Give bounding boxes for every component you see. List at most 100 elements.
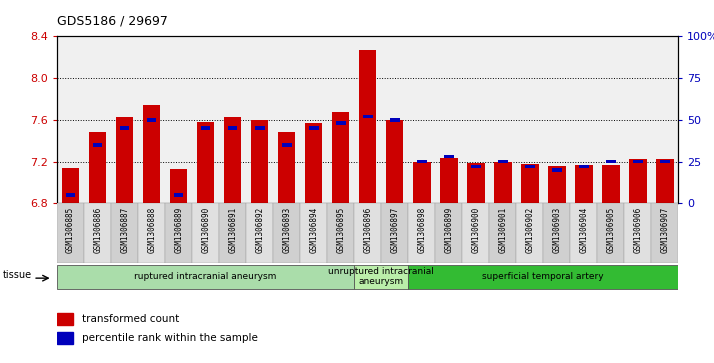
Bar xyxy=(598,203,624,263)
Bar xyxy=(444,155,453,158)
Text: unruptured intracranial
aneurysm: unruptured intracranial aneurysm xyxy=(328,266,434,286)
Text: GSM1306898: GSM1306898 xyxy=(417,206,426,253)
Bar xyxy=(197,122,214,203)
Bar xyxy=(282,143,291,147)
Bar xyxy=(521,164,538,203)
Bar xyxy=(651,203,678,263)
Text: GSM1306890: GSM1306890 xyxy=(201,206,210,253)
Bar xyxy=(498,160,508,163)
Bar xyxy=(633,160,643,163)
Bar xyxy=(548,166,565,203)
Text: GSM1306901: GSM1306901 xyxy=(498,206,507,253)
Bar xyxy=(305,123,323,203)
Bar xyxy=(143,105,161,203)
Bar xyxy=(57,313,73,325)
Bar xyxy=(381,203,408,263)
Bar xyxy=(656,159,673,203)
Bar xyxy=(89,132,106,203)
Text: superficial temporal artery: superficial temporal artery xyxy=(483,272,604,281)
Bar xyxy=(525,165,535,168)
Bar xyxy=(408,265,678,289)
Bar xyxy=(84,203,111,263)
Bar xyxy=(174,193,183,197)
Bar xyxy=(575,165,593,203)
Bar xyxy=(219,203,246,263)
Bar xyxy=(516,203,543,263)
Bar xyxy=(192,203,219,263)
Text: GSM1306899: GSM1306899 xyxy=(444,206,453,253)
Text: GSM1306893: GSM1306893 xyxy=(282,206,291,253)
Bar xyxy=(462,203,489,263)
Bar xyxy=(273,203,300,263)
Bar xyxy=(116,117,134,203)
Bar xyxy=(62,168,79,203)
Bar xyxy=(363,115,373,118)
Bar xyxy=(57,203,84,263)
Text: GSM1306895: GSM1306895 xyxy=(336,206,345,253)
Text: GSM1306886: GSM1306886 xyxy=(93,206,102,253)
Text: GSM1306896: GSM1306896 xyxy=(363,206,372,253)
Bar xyxy=(246,203,273,263)
Bar xyxy=(390,118,400,122)
Bar xyxy=(224,117,241,203)
Bar xyxy=(417,160,426,163)
Text: GSM1306892: GSM1306892 xyxy=(255,206,264,253)
Bar xyxy=(624,203,651,263)
Text: GSM1306889: GSM1306889 xyxy=(174,206,183,253)
Text: GSM1306905: GSM1306905 xyxy=(606,206,615,253)
Bar xyxy=(170,169,188,203)
Bar xyxy=(386,120,403,203)
Text: GSM1306887: GSM1306887 xyxy=(120,206,129,253)
Text: tissue: tissue xyxy=(3,270,32,281)
Bar xyxy=(138,203,165,263)
Text: GSM1306900: GSM1306900 xyxy=(471,206,481,253)
Bar xyxy=(467,163,485,203)
Text: GSM1306894: GSM1306894 xyxy=(309,206,318,253)
Bar xyxy=(359,50,376,203)
Text: GSM1306906: GSM1306906 xyxy=(633,206,643,253)
Text: percentile rank within the sample: percentile rank within the sample xyxy=(82,333,258,343)
Text: ruptured intracranial aneurysm: ruptured intracranial aneurysm xyxy=(134,272,277,281)
Bar xyxy=(228,126,238,130)
Bar xyxy=(251,120,268,203)
Bar xyxy=(57,332,73,344)
Bar xyxy=(471,165,481,168)
Bar xyxy=(327,203,354,263)
Text: GSM1306888: GSM1306888 xyxy=(147,206,156,253)
Bar xyxy=(147,118,156,122)
Text: GSM1306907: GSM1306907 xyxy=(660,206,669,253)
Bar xyxy=(552,168,562,172)
Bar xyxy=(165,203,192,263)
Bar xyxy=(120,126,129,130)
Bar xyxy=(332,113,349,203)
Bar xyxy=(300,203,327,263)
Text: transformed count: transformed count xyxy=(82,314,179,324)
Text: GDS5186 / 29697: GDS5186 / 29697 xyxy=(57,14,168,27)
Bar xyxy=(413,162,431,203)
Text: GSM1306885: GSM1306885 xyxy=(66,206,75,253)
Bar xyxy=(111,203,138,263)
Text: GSM1306903: GSM1306903 xyxy=(552,206,561,253)
Bar xyxy=(336,121,346,125)
Bar xyxy=(66,193,76,197)
Text: GSM1306897: GSM1306897 xyxy=(391,206,399,253)
Bar xyxy=(354,265,408,289)
Text: GSM1306904: GSM1306904 xyxy=(579,206,588,253)
Bar xyxy=(602,165,620,203)
Bar xyxy=(201,126,211,130)
Bar xyxy=(354,203,381,263)
Bar xyxy=(606,160,615,163)
Bar xyxy=(570,203,598,263)
Bar xyxy=(629,159,647,203)
Bar xyxy=(579,165,588,168)
Bar xyxy=(440,158,458,203)
Bar xyxy=(255,126,264,130)
Bar xyxy=(93,143,103,147)
Bar xyxy=(57,265,354,289)
Text: GSM1306891: GSM1306891 xyxy=(228,206,237,253)
Bar xyxy=(408,203,436,263)
Bar xyxy=(309,126,318,130)
Bar xyxy=(436,203,462,263)
Text: GSM1306902: GSM1306902 xyxy=(526,206,534,253)
Bar xyxy=(543,203,570,263)
